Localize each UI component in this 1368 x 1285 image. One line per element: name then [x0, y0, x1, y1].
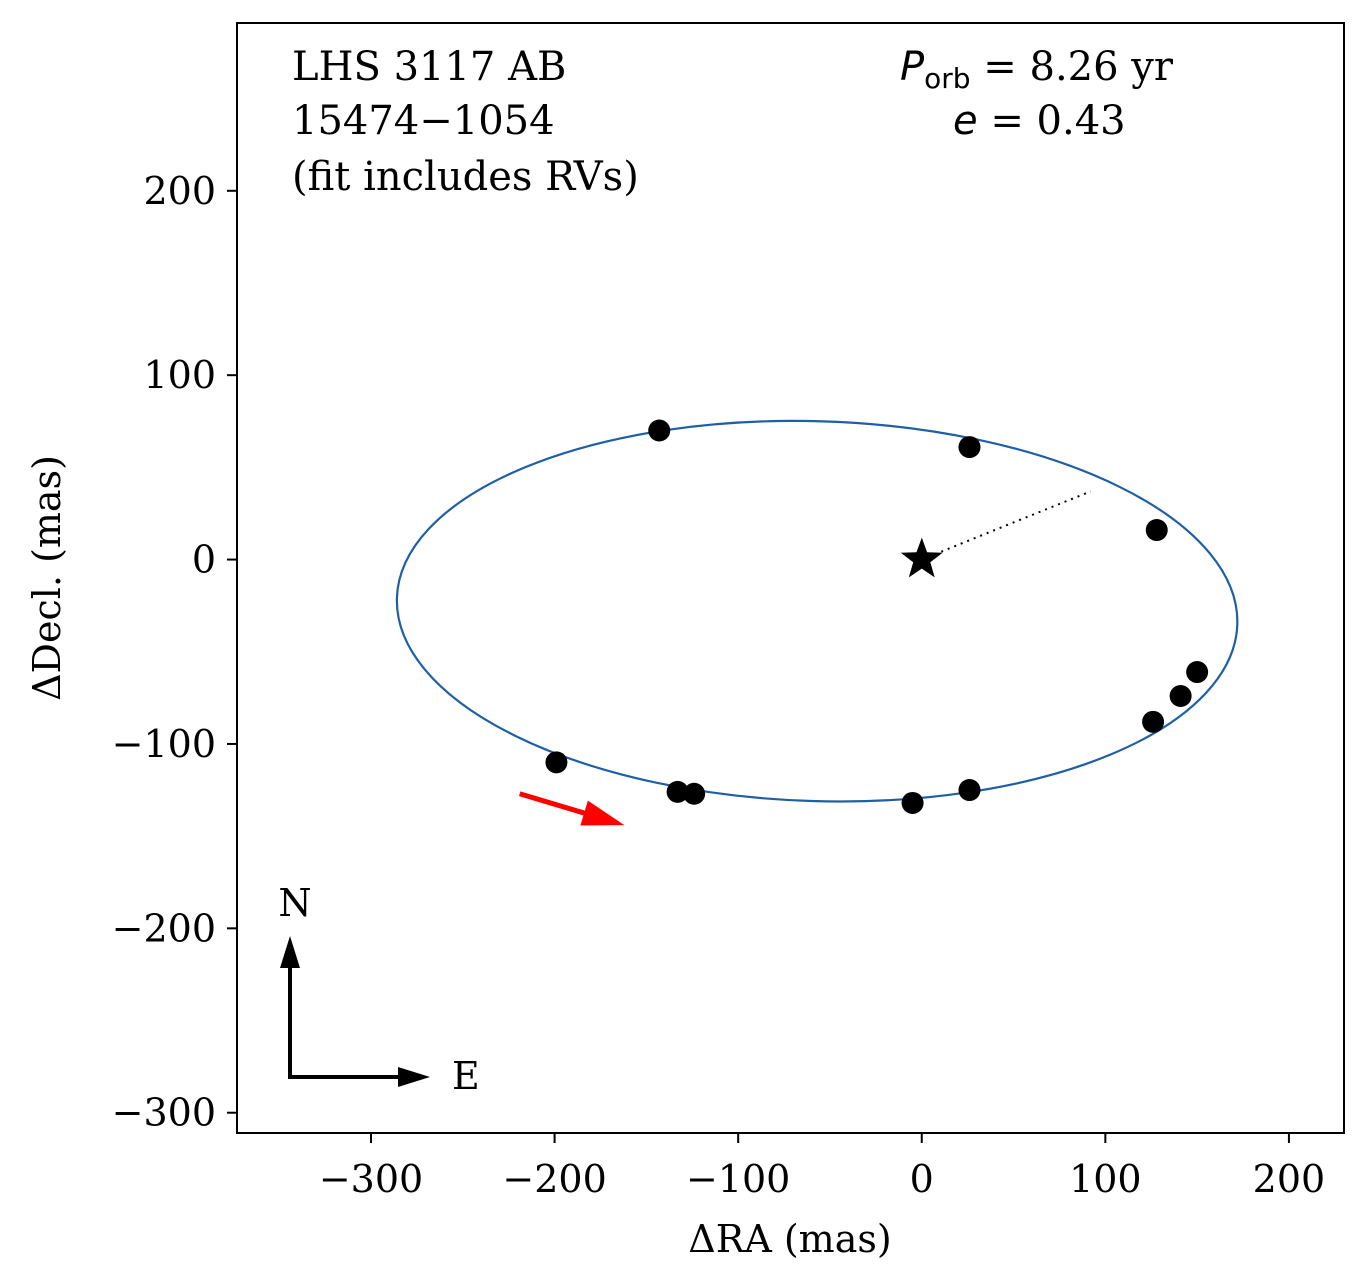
- data-point: [683, 782, 706, 805]
- eccentricity-symbol: e: [953, 98, 978, 144]
- period-symbol: P: [900, 44, 925, 90]
- motion-arrow: [518, 791, 625, 826]
- x-tick-label: −200: [502, 1157, 606, 1201]
- data-point: [666, 780, 689, 803]
- compass-east-label: E: [452, 1054, 480, 1098]
- data-point: [1142, 710, 1165, 733]
- orbit-ellipse: [395, 419, 1239, 803]
- y-tick-label: −200: [112, 906, 216, 950]
- eccentricity-value: = 0.43: [978, 98, 1126, 144]
- data-point: [545, 751, 568, 774]
- y-tick-label: −300: [112, 1091, 216, 1135]
- x-tick-label: 0: [910, 1157, 934, 1201]
- x-tick-label: −100: [686, 1157, 790, 1201]
- data-point: [958, 779, 981, 802]
- x-tick-label: 100: [1069, 1157, 1142, 1201]
- y-tick-label: 200: [143, 169, 216, 213]
- period-subscript: orb: [924, 62, 970, 95]
- x-axis-label: ΔRA (mas): [688, 1217, 891, 1261]
- system-name-label: LHS 3117 AB: [292, 44, 566, 90]
- periastron-line: [921, 490, 1092, 561]
- astrometry-points: [545, 419, 1209, 814]
- data-point: [648, 419, 671, 442]
- data-point: [901, 791, 924, 814]
- compass: N E: [278, 881, 479, 1098]
- y-tick-label: 100: [143, 353, 216, 397]
- x-tick-label: −300: [319, 1157, 423, 1201]
- y-tick-label: −100: [112, 722, 216, 766]
- data-point: [958, 436, 981, 459]
- y-axis-label: ΔDecl. (mas): [25, 455, 69, 701]
- eccentricity-label: e = 0.43: [953, 98, 1126, 144]
- data-point: [1169, 685, 1192, 708]
- x-axis-ticks: −300 −200 −100 0 100 200: [319, 1133, 1325, 1201]
- plot-frame: [236, 22, 1345, 1134]
- y-tick-label: 0: [192, 538, 216, 582]
- primary-star-marker: [900, 537, 943, 578]
- data-point: [1145, 519, 1168, 542]
- x-tick-label: 200: [1253, 1157, 1326, 1201]
- motion-arrow-head: [580, 800, 625, 826]
- fit-note-label: (fit includes RVs): [292, 154, 639, 200]
- period-value: = 8.26 yr: [971, 44, 1174, 90]
- motion-arrow-shaft: [518, 791, 589, 817]
- data-point: [1186, 661, 1209, 684]
- y-axis-ticks: 200 100 0 −100 −200 −300: [112, 169, 237, 1135]
- compass-north-label: N: [278, 881, 311, 925]
- compass-east-arrowhead: [398, 1067, 430, 1087]
- period-label: Porb = 8.26 yr: [900, 44, 1174, 95]
- system-id-label: 15474−1054: [292, 98, 555, 144]
- compass-north-arrowhead: [280, 936, 300, 968]
